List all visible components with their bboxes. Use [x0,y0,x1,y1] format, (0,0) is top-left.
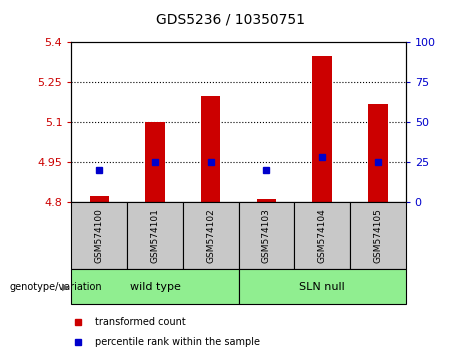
Text: GSM574101: GSM574101 [150,208,160,263]
Bar [145,122,165,202]
Text: GSM574104: GSM574104 [318,208,327,263]
Text: GSM574103: GSM574103 [262,208,271,263]
Text: GSM574105: GSM574105 [373,208,382,263]
Text: percentile rank within the sample: percentile rank within the sample [95,337,260,347]
Text: GDS5236 / 10350751: GDS5236 / 10350751 [156,12,305,27]
Bar [71,202,127,269]
Bar [350,202,406,269]
Bar [257,199,276,202]
Text: genotype/variation: genotype/variation [9,282,102,292]
Text: wild type: wild type [130,282,180,292]
Text: GSM574100: GSM574100 [95,208,104,263]
Bar [368,104,388,202]
Bar [71,269,239,304]
Bar [201,96,220,202]
Bar [313,56,332,202]
Bar [294,202,350,269]
Bar [183,202,238,269]
Bar [127,202,183,269]
Bar [238,269,406,304]
Bar [89,196,109,202]
Bar [238,202,294,269]
Text: SLN null: SLN null [299,282,345,292]
Text: GSM574102: GSM574102 [206,208,215,263]
Text: transformed count: transformed count [95,317,186,327]
Text: ▶: ▶ [62,282,69,292]
